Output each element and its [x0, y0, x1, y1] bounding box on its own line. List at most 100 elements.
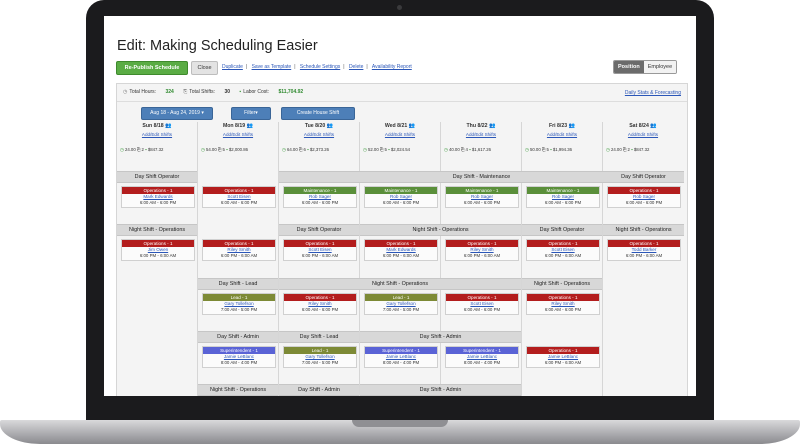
shift-time: 6:00 PM - 6:00 AM [463, 253, 501, 258]
employee-link[interactable]: Scott Eisen [470, 301, 494, 306]
money-icon: ▪ [239, 89, 242, 95]
employee-link[interactable]: Rob Sager [309, 194, 331, 199]
shift-card[interactable]: Operations - 1 Riley Smith 6:00 PM - 6:00 … [445, 239, 519, 261]
close-button[interactable]: Close [191, 61, 218, 75]
shift-card[interactable]: Operations - 1 Todd Barker 6:00 PM - 6:00 … [607, 239, 681, 261]
shift-group-header: Day Shift - Lead [279, 331, 359, 343]
day-column: Fri 8/23 👥 Add/Edit Shifts ◷ 50.00 ⎘ 5 ▪ $… [522, 122, 603, 396]
shift-group-header: Night Shift - Operations [117, 224, 197, 236]
schedule-settings-link[interactable]: Schedule Settings [299, 64, 341, 70]
shift-time: 6:00 AM - 6:00 PM [463, 307, 501, 312]
shift-time: 6:00 AM - 6:00 PM [220, 200, 258, 205]
employee-link[interactable]: Scott Eisen [227, 194, 251, 199]
shift-card[interactable]: Maintenance - 1 Rob Sager 6:00 AM - 6:00 P… [283, 186, 357, 208]
cost-label: Labor Cost: [243, 89, 270, 95]
shift-card[interactable]: Lead - 1 Gary Tollefson 7:00 AM - 5:00 PM [283, 346, 357, 368]
position-bar: Superintendent - 1 [365, 347, 437, 354]
employee-link[interactable]: Todd Barker [631, 247, 657, 252]
employee-link[interactable]: Gary Tollefson [386, 301, 416, 306]
shift-card[interactable]: Operations - 1 Scott Eisen 6:00 AM - 6:00 … [445, 293, 519, 315]
shift-card[interactable]: Maintenance - 1 Rob Sager 6:00 AM - 6:00 P… [364, 186, 438, 208]
page-title: Edit: Making Scheduling Easier [117, 38, 318, 54]
shift-card[interactable]: Operations - 1 Scott Eisen 6:00 PM - 6:00 … [526, 239, 600, 261]
employee-link[interactable]: Mark Edwards [386, 247, 416, 252]
shift-card[interactable]: Operations - 1 Riley Smith 6:00 AM - 6:00 … [283, 293, 357, 315]
employee-link[interactable]: Jamie LeBlanc [223, 354, 255, 359]
create-house-shift-button[interactable]: Create House Shift [281, 107, 355, 120]
shift-card[interactable]: Superintendent - 1 Jamie LeBlanc 8:00 AM -… [364, 346, 438, 368]
shift-card[interactable]: Operations - 1 Jim Owen 6:00 PM - 6:00 AM [121, 239, 195, 261]
day-column: Wed 8/21 👥 Add/Edit Shifts ◷ 52.00 ⎘ 5 ▪ $… [360, 122, 441, 396]
shift-card[interactable]: Superintendent - 1 Jamie LeBlanc 8:00 AM -… [202, 346, 276, 368]
employee-link[interactable]: Scott Eisen [551, 247, 575, 252]
shift-card[interactable]: Superintendent - 1 Jamie LeBlanc 8:00 AM -… [445, 346, 519, 368]
day-header: Mon 8/19 👥 [222, 123, 254, 129]
date-range-select[interactable]: Aug 18 - Aug 24, 2019 ▾ [141, 107, 213, 120]
add-edit-shifts-link[interactable]: Add/Edit Shifts [546, 132, 578, 137]
shift-card[interactable]: Operations - 1 Mark Edwards 6:00 PM - 6:00… [364, 239, 438, 261]
position-bar: Operations - 1 [122, 187, 194, 194]
labor-cost: $11,704.92 [278, 89, 304, 95]
employee-link[interactable]: Riley Smith [227, 247, 251, 252]
employee-link[interactable]: Gary Tollefson [305, 354, 335, 359]
delete-link[interactable]: Delete [348, 64, 364, 70]
employee-toggle[interactable]: Employee [643, 61, 677, 73]
shift-card[interactable]: Operations - 1 Riley Smith 6:00 PM - 6:00 … [202, 239, 276, 261]
shift-card[interactable]: Operations - 1 Jamie LeBlanc 6:00 PM - 6:0… [526, 346, 600, 368]
shift-time: 6:00 AM - 6:00 PM [139, 200, 177, 205]
shift-time: 6:00 PM - 6:00 AM [382, 253, 420, 258]
employee-link[interactable]: Jamie LeBlanc [466, 354, 498, 359]
employee-link[interactable]: Rob Sager [471, 194, 493, 199]
employee-link[interactable]: Gary Tollefson [224, 301, 254, 306]
shift-card[interactable]: Lead - 1 Gary Tollefson 7:00 AM - 5:00 PM [364, 293, 438, 315]
employee-link[interactable]: Riley Smith [470, 247, 494, 252]
duplicate-link[interactable]: Duplicate [222, 64, 243, 70]
shift-group-header: Day Shift - Admin [198, 331, 278, 343]
add-edit-shifts-link[interactable]: Add/Edit Shifts [303, 132, 335, 137]
shift-time: 8:00 AM - 4:00 PM [220, 360, 258, 365]
save-template-link[interactable]: Save as Template [251, 64, 292, 70]
day-header: Tue 8/20 👥 [304, 123, 334, 129]
employee-link[interactable]: Jamie LeBlanc [547, 354, 579, 359]
add-edit-shifts-link[interactable]: Add/Edit Shifts [627, 132, 659, 137]
chevron-down-icon: ▾ [201, 110, 204, 116]
position-bar: Operations - 1 [203, 240, 275, 247]
day-column: Tue 8/20 👥 Add/Edit Shifts ◷ 64.00 ⎘ 6 ▪ $… [279, 122, 360, 396]
daily-stats-link[interactable]: Daily Stats & Forecasting [624, 90, 681, 96]
date-range-label: Aug 18 - Aug 24, 2019 [150, 110, 200, 116]
shift-card[interactable]: Operations - 1 Scott Eisen 6:00 AM - 6:00 … [202, 186, 276, 208]
shift-card[interactable]: Operations - 1 Rob Sager 6:00 AM - 6:00 PM [607, 186, 681, 208]
employee-link[interactable]: Rob Sager [633, 194, 655, 199]
shift-group-header: Day Shift - Maintenance [279, 171, 684, 183]
shift-time: 6:00 AM - 6:00 PM [544, 307, 582, 312]
shift-card[interactable]: Operations - 1 Riley Smith 6:00 AM - 6:00 … [526, 293, 600, 315]
add-edit-shifts-link[interactable]: Add/Edit Shifts [141, 132, 173, 137]
employee-link[interactable]: Riley Smith [308, 301, 332, 306]
employee-link[interactable]: Scott Eisen [308, 247, 332, 252]
availability-report-link[interactable]: Availability Report [371, 64, 412, 70]
republish-button[interactable]: Re-Publish Schedule [116, 61, 188, 75]
position-bar: Maintenance - 1 [365, 187, 437, 194]
shift-card[interactable]: Operations - 1 Mark Edwards 6:00 AM - 6:00… [121, 186, 195, 208]
day-header: Sun 8/18 👥 [142, 123, 172, 129]
add-edit-shifts-link[interactable]: Add/Edit Shifts [384, 132, 416, 137]
add-edit-shifts-link[interactable]: Add/Edit Shifts [465, 132, 497, 137]
employee-link[interactable]: Mark Edwards [143, 194, 173, 199]
shift-card[interactable]: Maintenance - 1 Rob Sager 6:00 AM - 6:00 P… [526, 186, 600, 208]
shift-group-header: Night Shift - Operations [198, 384, 278, 396]
employee-link[interactable]: Riley Smith [551, 301, 575, 306]
filter-button[interactable]: Filter▾ [231, 107, 271, 120]
day-column: Sun 8/18 👥 Add/Edit Shifts ◷ 24.00 ⎘ 2 ▪ $… [117, 122, 198, 396]
position-toggle[interactable]: Position [614, 61, 644, 73]
employee-link[interactable]: Jim Owen [147, 247, 169, 252]
employee-link[interactable]: Rob Sager [390, 194, 412, 199]
shift-card[interactable]: Operations - 1 Scott Eisen 6:00 PM - 6:00 … [283, 239, 357, 261]
add-edit-shifts-link[interactable]: Add/Edit Shifts [222, 132, 254, 137]
shift-card[interactable]: Lead - 1 Gary Tollefson 7:00 AM - 5:00 PM [202, 293, 276, 315]
day-column: Thu 8/22 👥 Add/Edit Shifts ◷ 40.00 ⎘ 4 ▪ $… [441, 122, 522, 396]
shift-time: 6:00 PM - 6:00 AM [220, 253, 258, 258]
employee-link[interactable]: Rob Sager [552, 194, 574, 199]
shift-card[interactable]: Maintenance - 1 Rob Sager 6:00 AM - 6:00 P… [445, 186, 519, 208]
employee-link[interactable]: Jamie LeBlanc [385, 354, 417, 359]
hours-label: Total Hours: [129, 89, 157, 95]
